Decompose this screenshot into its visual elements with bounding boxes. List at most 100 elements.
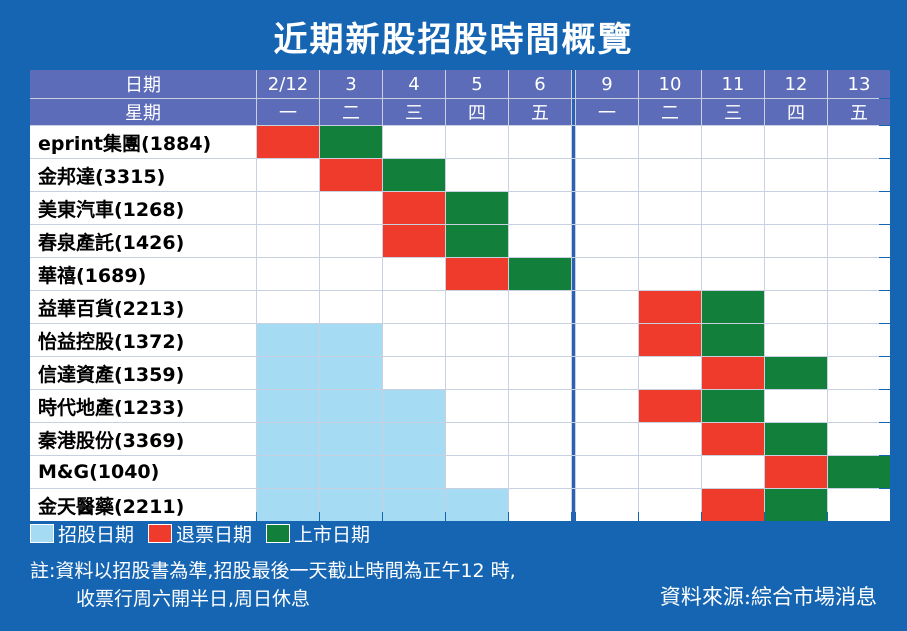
refund-cell [257, 126, 319, 158]
legend-label: 退票日期 [176, 524, 253, 546]
week-separator [572, 291, 575, 323]
empty-cell [509, 324, 571, 356]
listing-cell [765, 423, 827, 455]
empty-cell [509, 456, 571, 488]
legend-item-subscription: 招股日期 [30, 520, 134, 547]
week-separator [572, 225, 575, 257]
weekday-header: 二 [320, 99, 382, 125]
empty-cell [828, 192, 890, 224]
empty-cell [639, 159, 701, 191]
subscription-cell [320, 324, 382, 356]
listing-cell [702, 324, 764, 356]
stock-name: 金邦達(3315) [30, 159, 256, 191]
empty-cell [320, 291, 382, 323]
stock-name: 華禧(1689) [30, 258, 256, 290]
refund-cell [639, 390, 701, 422]
stock-name: 怡益控股(1372) [30, 324, 256, 356]
stock-name: eprint集團(1884) [30, 126, 256, 158]
empty-cell [257, 225, 319, 257]
legend-swatch [30, 524, 54, 543]
empty-cell [702, 192, 764, 224]
weekday-header: 三 [383, 99, 445, 125]
empty-cell [446, 291, 508, 323]
subscription-cell [320, 357, 382, 389]
week-separator [572, 324, 575, 356]
empty-cell [576, 390, 638, 422]
empty-cell [765, 258, 827, 290]
empty-cell [828, 159, 890, 191]
stock-name: 秦港股份(3369) [30, 423, 256, 455]
week-separator [572, 489, 575, 521]
subscription-cell [257, 489, 319, 521]
empty-cell [576, 324, 638, 356]
empty-cell [383, 258, 445, 290]
empty-cell [702, 159, 764, 191]
empty-cell [320, 225, 382, 257]
weekday-header: 一 [576, 99, 638, 125]
refund-cell [639, 324, 701, 356]
empty-cell [639, 423, 701, 455]
empty-cell [765, 192, 827, 224]
legend-item-refund: 退票日期 [148, 520, 252, 547]
empty-cell [509, 357, 571, 389]
empty-cell [509, 390, 571, 422]
subscription-cell [257, 324, 319, 356]
empty-cell [446, 456, 508, 488]
empty-cell [828, 423, 890, 455]
empty-cell [257, 258, 319, 290]
date-header: 5 [446, 70, 508, 98]
date-header: 11 [702, 70, 764, 98]
empty-cell [576, 159, 638, 191]
subscription-cell [383, 456, 445, 488]
empty-cell [383, 357, 445, 389]
week-separator [572, 99, 575, 125]
empty-cell [509, 489, 571, 521]
empty-cell [765, 159, 827, 191]
week-separator [572, 390, 575, 422]
empty-cell [765, 324, 827, 356]
listing-cell [383, 159, 445, 191]
source-credit: 資料來源:綜合市場消息 [659, 585, 877, 609]
empty-cell [383, 291, 445, 323]
listing-cell [702, 291, 764, 323]
empty-cell [446, 390, 508, 422]
week-separator [572, 423, 575, 455]
empty-cell [828, 258, 890, 290]
empty-cell [639, 456, 701, 488]
date-header: 10 [639, 70, 701, 98]
date-header: 13 [828, 70, 890, 98]
empty-cell [576, 126, 638, 158]
empty-cell [576, 258, 638, 290]
refund-cell [702, 489, 764, 521]
weekday-header: 二 [639, 99, 701, 125]
empty-cell [257, 159, 319, 191]
date-header-label: 日期 [30, 70, 256, 98]
stock-name: 金天醫藥(2211) [30, 489, 256, 521]
date-header: 4 [383, 70, 445, 98]
weekday-header: 三 [702, 99, 764, 125]
week-separator [572, 159, 575, 191]
legend: 招股日期 退票日期 上市日期 [30, 520, 370, 547]
stock-name: 春泉產託(1426) [30, 225, 256, 257]
empty-cell [639, 489, 701, 521]
empty-cell [639, 126, 701, 158]
listing-cell [509, 258, 571, 290]
stock-name: 信達資產(1359) [30, 357, 256, 389]
empty-cell [446, 423, 508, 455]
subscription-cell [257, 390, 319, 422]
empty-cell [320, 192, 382, 224]
empty-cell [446, 126, 508, 158]
subscription-cell [320, 390, 382, 422]
legend-swatch [266, 524, 291, 543]
refund-cell [702, 423, 764, 455]
weekday-header: 一 [257, 99, 319, 125]
date-header: 9 [576, 70, 638, 98]
empty-cell [702, 258, 764, 290]
empty-cell [383, 324, 445, 356]
listing-cell [702, 390, 764, 422]
subscription-cell [320, 423, 382, 455]
empty-cell [446, 357, 508, 389]
refund-cell [639, 291, 701, 323]
chart-title: 近期新股招股時間概覽 [273, 20, 634, 60]
empty-cell [383, 126, 445, 158]
